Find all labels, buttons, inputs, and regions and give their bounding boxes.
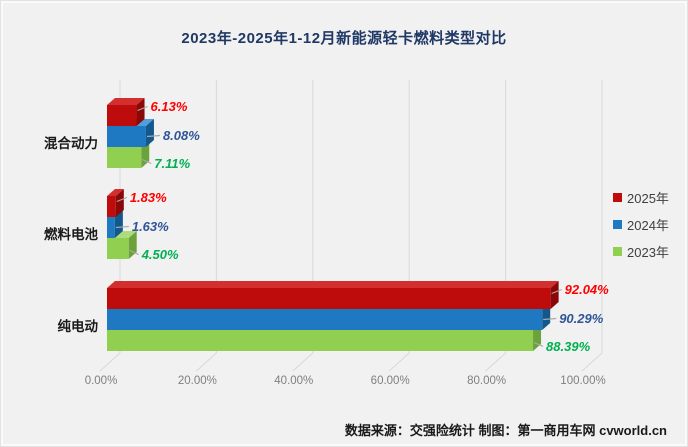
value-label-2025年-纯电动: 92.04% (564, 281, 609, 297)
value-label-2025年-燃料电池: 1.83% (129, 189, 167, 205)
legend-label-2025: 2025年 (627, 190, 669, 206)
value-label-2023年-纯电动: 88.39% (546, 338, 591, 354)
x-tick-100: 100.00% (560, 375, 606, 387)
value-label-2024年-纯电动: 90.29% (559, 310, 604, 326)
legend-swatch-2023 (613, 246, 622, 256)
x-tick-20: 20.00% (177, 375, 217, 387)
legend: 2025年 2024年 2023年 (613, 188, 669, 269)
source-credit: 数据来源：交强险统计 制图：第一商用车网 cvworld.cn (344, 423, 667, 438)
value-label-2023年-燃料电池: 4.50% (141, 246, 179, 262)
category-label-pure-electric: 纯电动 (57, 319, 99, 334)
legend-item-2025: 2025年 (613, 188, 669, 206)
legend-label-2023: 2023年 (627, 244, 669, 260)
x-tick-40: 40.00% (274, 375, 314, 387)
legend-item-2023: 2023年 (613, 242, 669, 260)
value-label-2024年-混合动力: 8.08% (162, 127, 200, 143)
category-label-fuel-cell: 燃料电池 (44, 227, 98, 242)
legend-swatch-2025 (613, 192, 622, 202)
category-label-hybrid: 混合动力 (44, 136, 98, 151)
value-label-2023年-混合动力: 7.11% (154, 155, 191, 171)
value-label-2024年-燃料电池: 1.63% (131, 218, 169, 234)
x-tick-60: 60.00% (370, 375, 410, 387)
legend-swatch-2024 (613, 219, 622, 229)
legend-item-2024: 2024年 (613, 215, 669, 233)
legend-label-2024: 2024年 (627, 217, 669, 233)
value-label-2025年-混合动力: 6.13% (150, 98, 188, 114)
x-tick-80: 80.00% (467, 375, 507, 387)
x-tick-0: 0.00% (84, 375, 118, 387)
chart-title: 2023年-2025年1-12月新能源轻卡燃料类型对比 (181, 30, 507, 47)
